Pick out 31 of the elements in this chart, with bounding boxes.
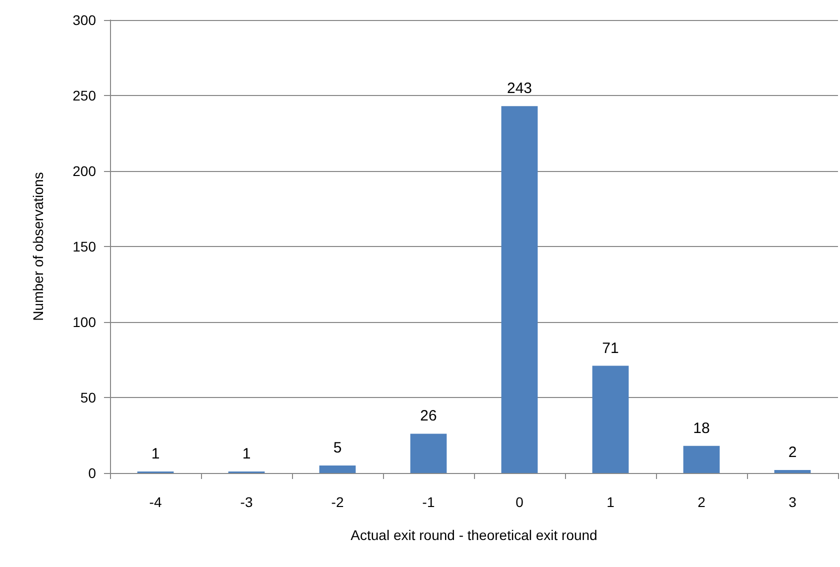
- y-tick-label: 50: [80, 390, 96, 406]
- data-label: 71: [602, 340, 619, 357]
- data-label: 1: [151, 445, 160, 462]
- y-axis-title: Number of observations: [30, 172, 46, 321]
- bar: [683, 446, 720, 473]
- y-tick-label: 200: [72, 163, 96, 179]
- bar: [774, 470, 811, 473]
- x-axis-title: Actual exit round - theoretical exit round: [350, 527, 598, 543]
- data-label: 2: [788, 444, 797, 461]
- x-tick-label: 1: [606, 494, 615, 510]
- x-tick-label: 3: [788, 494, 797, 510]
- bar: [410, 434, 447, 473]
- data-label: 5: [333, 439, 342, 456]
- y-tick-label: 100: [72, 314, 96, 330]
- bar: [319, 465, 356, 473]
- data-label: 18: [693, 420, 710, 437]
- y-tick-label: 300: [72, 12, 96, 28]
- data-label: 1: [242, 445, 251, 462]
- x-tick-label: -4: [149, 494, 162, 510]
- bar: [592, 366, 629, 473]
- y-tick-label: 0: [88, 465, 96, 481]
- data-label: 26: [420, 408, 437, 425]
- bar: [501, 106, 538, 473]
- data-label: 243: [506, 80, 532, 98]
- x-tick-label: -2: [331, 494, 344, 510]
- x-tick-label: 0: [516, 494, 524, 510]
- y-tick-label: 250: [72, 88, 96, 104]
- x-tick-label: 2: [698, 494, 706, 510]
- x-tick-label: -3: [240, 494, 253, 510]
- x-tick-label: -1: [422, 494, 435, 510]
- y-tick-label: 150: [72, 238, 96, 254]
